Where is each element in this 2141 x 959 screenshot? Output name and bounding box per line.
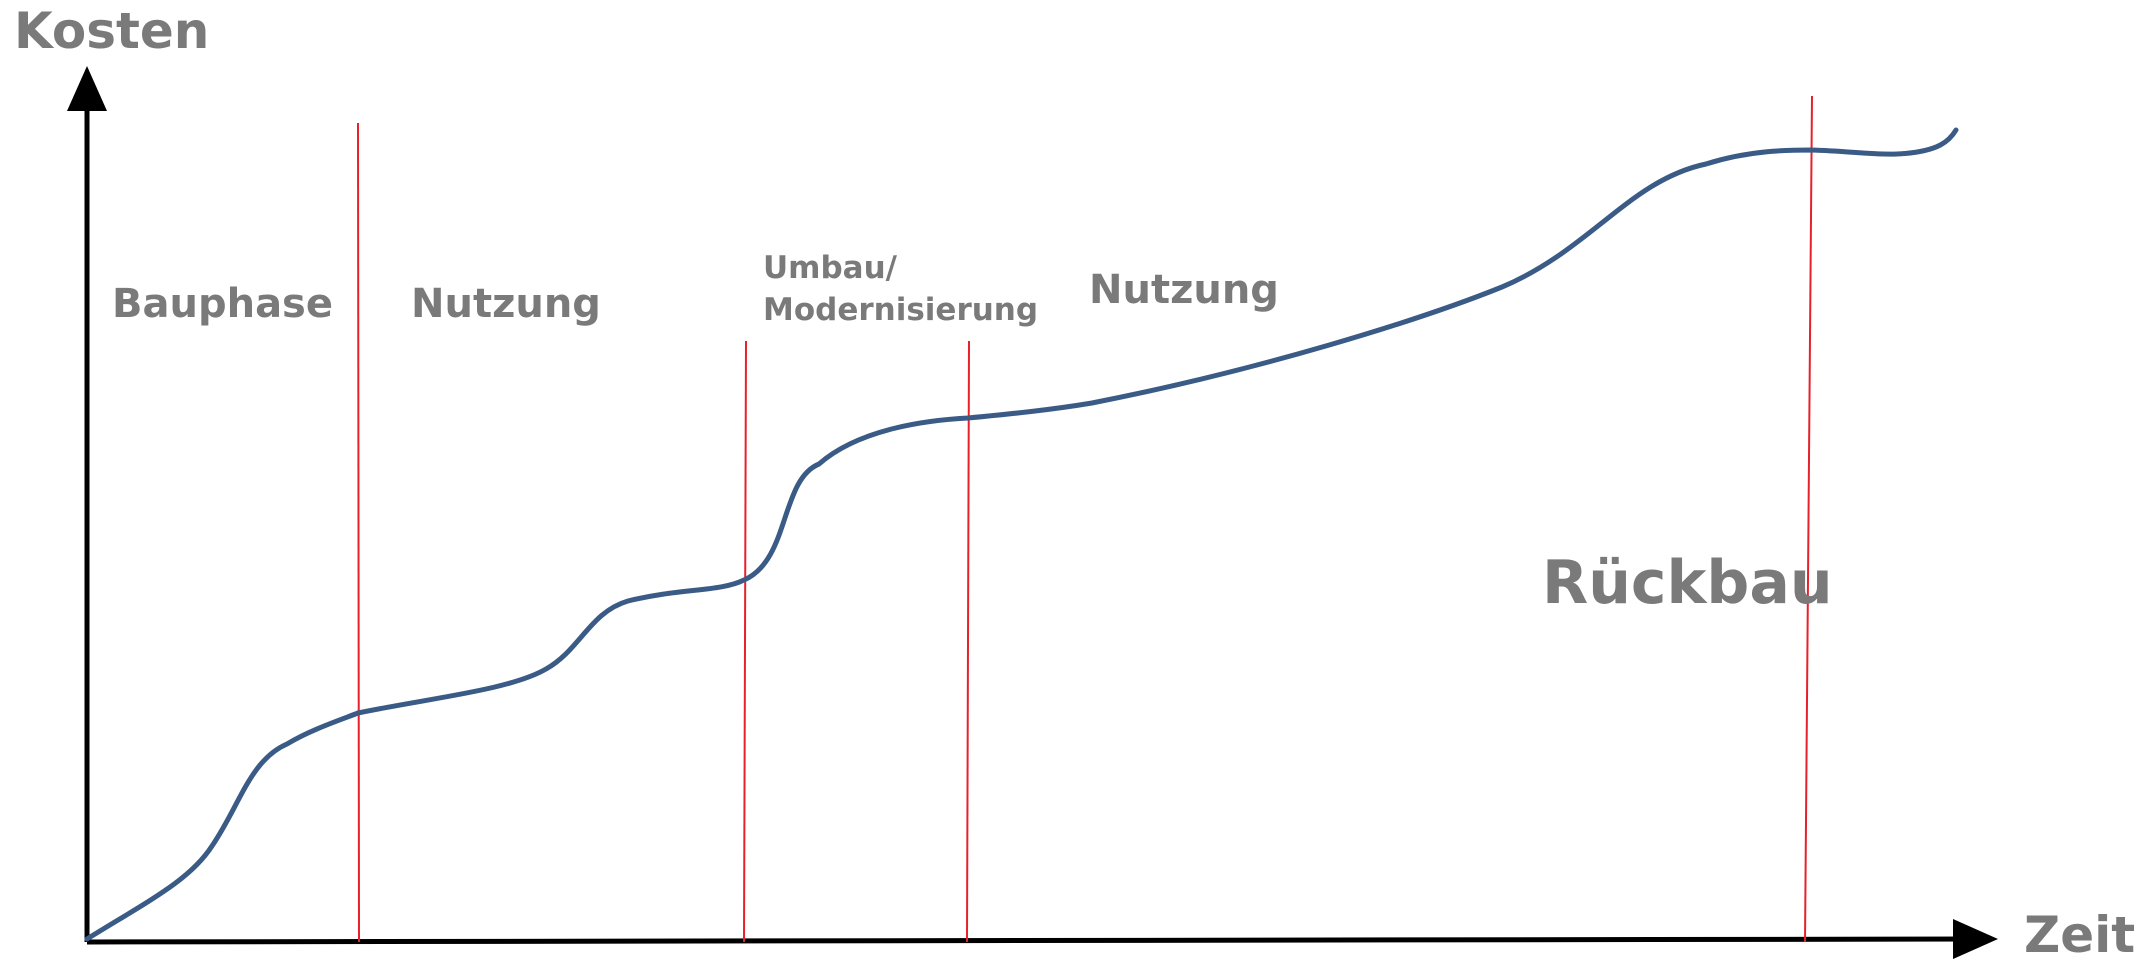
phase-divider [743,340,747,943]
cost-curve [84,127,1959,942]
phase-label: Umbau/ [763,250,898,286]
phase-divider [357,122,360,943]
phase-label: Nutzung [411,281,601,327]
phase-label: Bauphase [112,281,333,327]
phase-label: Rückbau [1542,548,1833,618]
phase-label: Nutzung [1089,267,1279,313]
y-axis-label: Kosten [14,2,209,60]
phase-divider [966,340,970,943]
phase-label: Modernisierung [763,292,1038,328]
phase-divider [1804,95,1813,943]
x-axis-label: Zeit [2024,906,2135,959]
x-axis [86,919,1998,959]
